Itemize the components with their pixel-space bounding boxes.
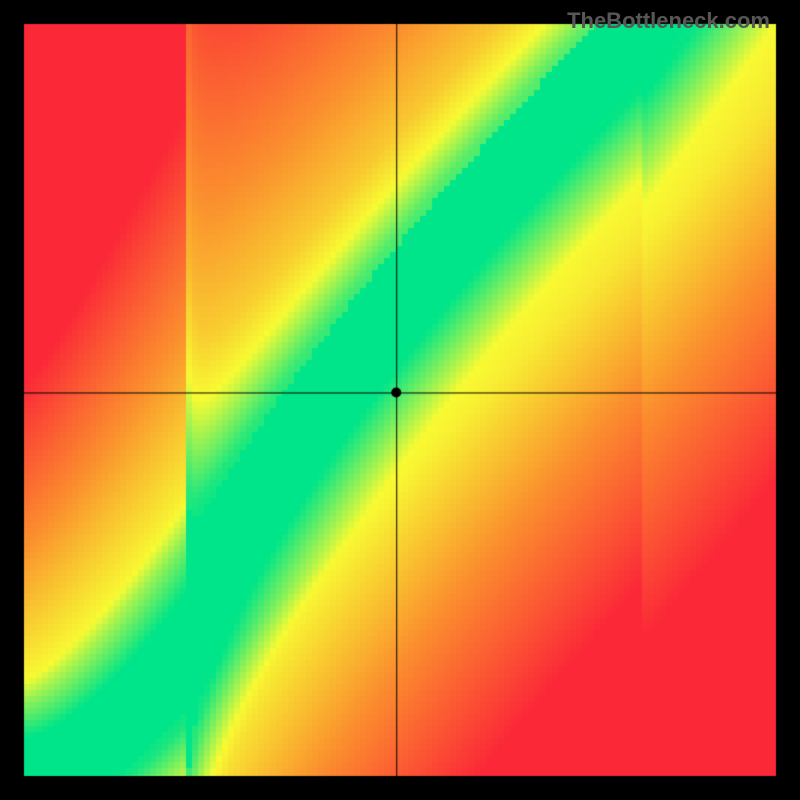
- watermark-text: TheBottleneck.com: [567, 8, 770, 34]
- bottleneck-heatmap-canvas: [0, 0, 800, 800]
- bottleneck-heatmap-container: TheBottleneck.com: [0, 0, 800, 800]
